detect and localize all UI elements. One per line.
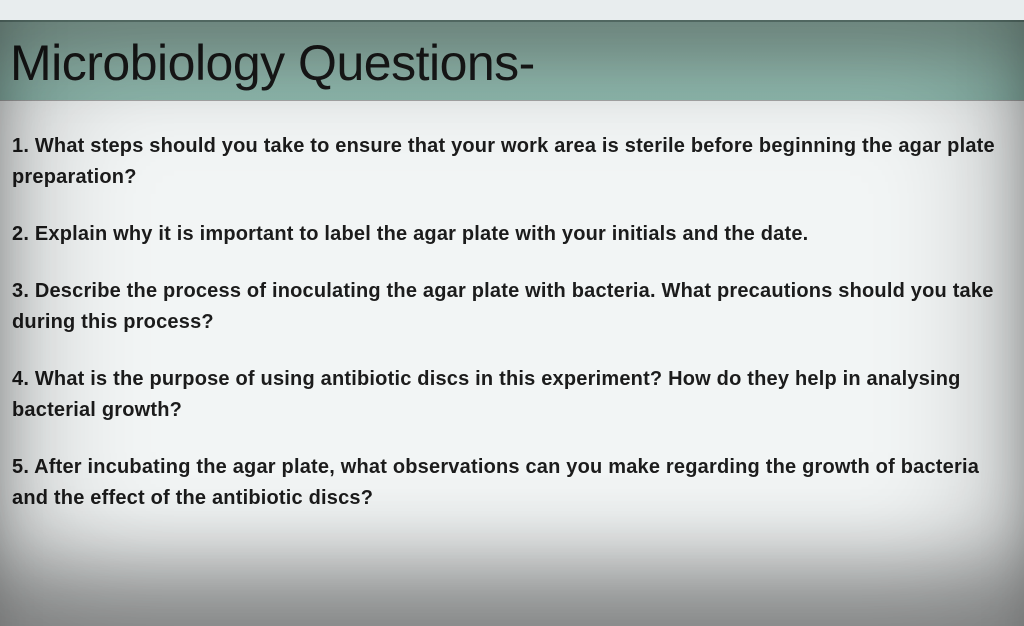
question-item: 3. Describe the process of inoculating t… bbox=[12, 276, 1006, 338]
questions-list: 1. What steps should you take to ensure … bbox=[0, 101, 1024, 560]
question-item: 1. What steps should you take to ensure … bbox=[12, 131, 1006, 193]
question-item: 4. What is the purpose of using antibiot… bbox=[12, 364, 1006, 426]
question-item: 2. Explain why it is important to label … bbox=[12, 219, 1006, 250]
document-page: Microbiology Questions- 1. What steps sh… bbox=[0, 20, 1024, 626]
question-item: 5. After incubating the agar plate, what… bbox=[12, 452, 1006, 514]
title-bar: Microbiology Questions- bbox=[0, 20, 1024, 101]
page-title: Microbiology Questions- bbox=[10, 34, 1014, 92]
